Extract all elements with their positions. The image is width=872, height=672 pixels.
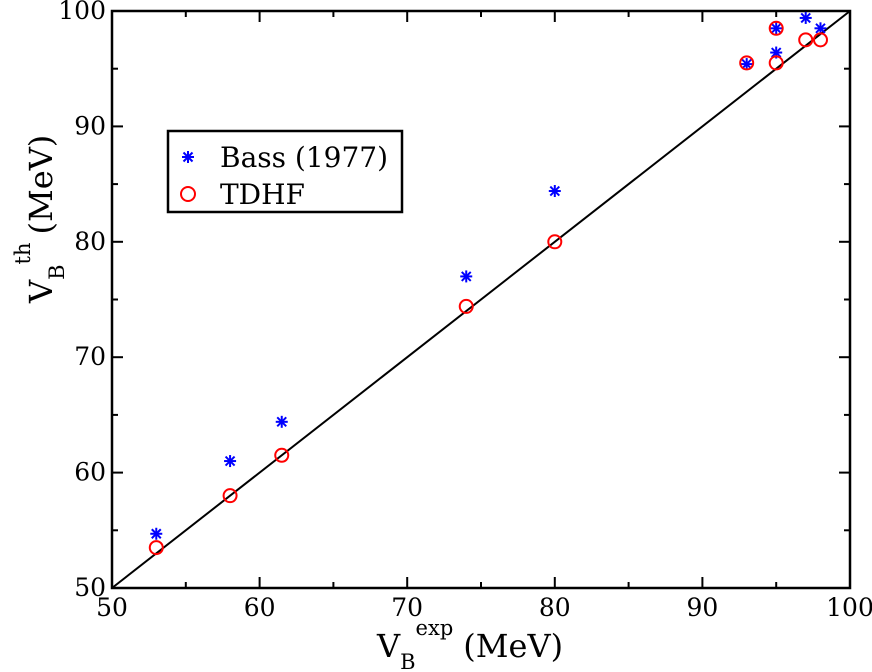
legend-marker-circle-icon (180, 186, 196, 202)
tdhf-point (274, 447, 290, 463)
x-axis-title-sup: exp (416, 616, 454, 640)
tdhf-point (798, 32, 814, 48)
bass-point (150, 527, 163, 540)
x-tick-label: 100 (826, 593, 872, 622)
x-tick-label: 70 (391, 593, 423, 622)
y-axis-title-sub: B (45, 264, 69, 279)
bass-point (224, 455, 237, 468)
bass-point (275, 415, 288, 428)
bass-point (740, 58, 753, 71)
plot-layer: 50 60 70 80 90 100 50 60 70 80 90 100 (58, 0, 872, 622)
x-axis-title: VBexp (MeV) (376, 616, 563, 672)
x-axis-title-sub: B (400, 650, 415, 672)
tdhf-point (148, 540, 164, 556)
y-tick-label: 50 (74, 573, 106, 602)
y-tick-label: 100 (58, 0, 106, 25)
tdhf-point (222, 488, 238, 504)
bass-point (799, 11, 812, 24)
x-tick-label: 50 (96, 593, 128, 622)
tdhf-point (739, 55, 755, 71)
x-tick-label: 90 (686, 593, 718, 622)
y-axis-title-main: V (22, 279, 60, 304)
y-tick-label: 70 (74, 342, 106, 371)
y-tick-label: 90 (74, 111, 106, 140)
y-tick-label: 60 (74, 458, 106, 487)
y-axis-title: VBth (MeV) (11, 135, 69, 304)
reference-line (111, 10, 851, 589)
tdhf-point (768, 20, 784, 36)
x-axis-title-unit: (MeV) (463, 627, 563, 665)
x-tick-label: 80 (539, 593, 571, 622)
y-axis-title-unit: (MeV) (22, 135, 60, 235)
y-axis-title-sup: th (11, 242, 35, 264)
bass-point (548, 185, 561, 198)
legend: Bass (1977) TDHF (166, 129, 404, 214)
y-tick-label: 80 (74, 227, 106, 256)
tdhf-point (768, 55, 784, 71)
tdhf-point (812, 32, 828, 48)
tdhf-point (547, 234, 563, 250)
x-axis-title-main: V (376, 627, 401, 665)
bass-point (770, 22, 783, 35)
x-tick-label: 60 (244, 593, 276, 622)
legend-marker-asterisk-icon (182, 151, 194, 163)
legend-label-tdhf: TDHF (220, 178, 305, 211)
legend-label-bass: Bass (1977) (220, 141, 388, 174)
bass-point (460, 270, 473, 283)
bass-point (814, 22, 827, 35)
legend-box (166, 129, 404, 214)
tdhf-point (458, 298, 474, 314)
